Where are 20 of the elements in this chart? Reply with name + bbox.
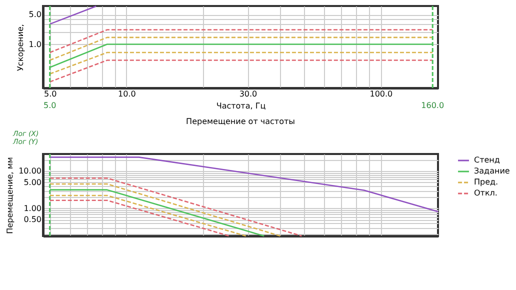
legend-label: Пред. bbox=[474, 178, 498, 186]
y-tick-label: 10.00 bbox=[18, 166, 42, 176]
x-tick-label: 100.0 bbox=[370, 90, 393, 98]
ref-line-label: 160.0 bbox=[421, 101, 444, 110]
chart-title: Перемещение от частоты bbox=[186, 117, 295, 126]
x-axis-title: Частота, Гц bbox=[216, 102, 266, 110]
y-tick-label: 5.0 bbox=[28, 10, 42, 20]
y-tick-label: 1.00 bbox=[24, 204, 42, 213]
ref-line-label: 5.0 bbox=[43, 101, 56, 110]
legend-label: Стенд bbox=[474, 156, 500, 164]
legend-label: Задание bbox=[474, 166, 510, 176]
y-tick-label: 1.0 bbox=[28, 40, 42, 49]
y-tick-label: 5.00 bbox=[24, 178, 42, 187]
y-axis-title: Ускорение, bbox=[16, 24, 25, 71]
legend-label: Откл. bbox=[474, 188, 498, 198]
y-axis-title: Перемещение, мм bbox=[6, 157, 15, 234]
x-tick-label: 5.0 bbox=[44, 90, 57, 98]
x-tick-label: 10.0 bbox=[118, 90, 136, 98]
y-tick-label: 0.50 bbox=[24, 215, 42, 224]
x-tick-label: 30.0 bbox=[239, 90, 258, 98]
